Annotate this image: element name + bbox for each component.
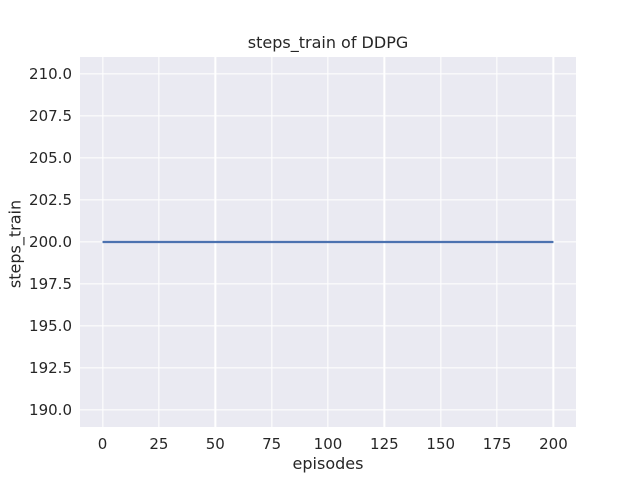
- gridline-horizontal: [80, 325, 576, 327]
- x-tick-label: 200: [539, 435, 568, 453]
- y-axis-label: steps_train: [5, 199, 25, 289]
- y-tick-label: 205.0: [29, 148, 72, 167]
- y-tick-label: 210.0: [29, 64, 72, 83]
- gridline-horizontal: [80, 157, 576, 159]
- x-tick-label: 50: [205, 435, 225, 453]
- y-tick-label: 190.0: [29, 401, 72, 420]
- gridline-horizontal: [80, 283, 576, 285]
- gridline-horizontal: [80, 73, 576, 75]
- gridline-horizontal: [80, 409, 576, 411]
- x-tick-label: 175: [482, 435, 512, 453]
- y-tick-label: 207.5: [29, 106, 72, 125]
- y-tick-label: 200.0: [29, 233, 72, 251]
- x-tick-label: 0: [97, 435, 108, 453]
- y-tick-label: 202.5: [29, 190, 72, 209]
- x-tick-label: 125: [370, 435, 399, 453]
- gridline-horizontal: [80, 367, 576, 369]
- y-tick-label: 195.0: [29, 317, 72, 336]
- gridline-horizontal: [80, 199, 576, 201]
- x-tick-label: 25: [149, 435, 169, 453]
- chart-title: steps_train of DDPG: [247, 33, 409, 52]
- x-axis-label: episodes: [292, 454, 364, 473]
- series-layer: [102, 240, 554, 244]
- plot-area: [80, 57, 576, 427]
- y-tick-label: 197.5: [29, 275, 72, 294]
- x-tick-label: 75: [262, 435, 282, 453]
- x-tick-label: 150: [426, 435, 456, 453]
- y-tick-label: 192.5: [29, 359, 72, 378]
- gridline-horizontal: [80, 115, 576, 117]
- x-tick-label: 100: [313, 435, 343, 453]
